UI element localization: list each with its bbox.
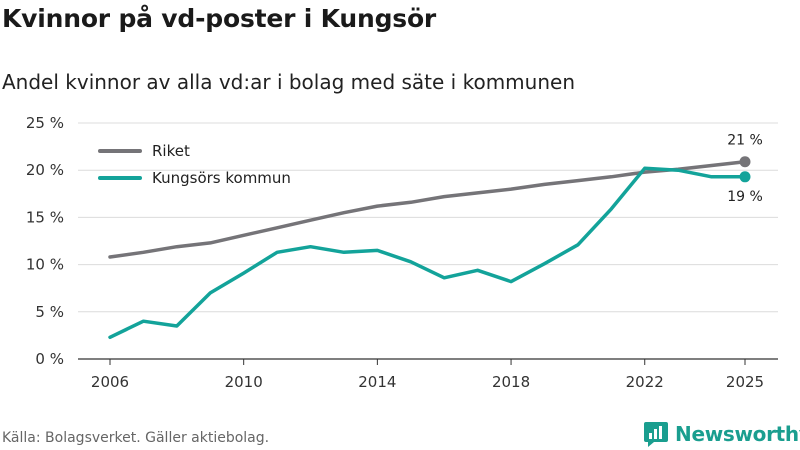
chart-title: Kvinnor på vd-poster i Kungsör xyxy=(2,4,437,33)
end-point-marker xyxy=(739,156,751,168)
series-layer xyxy=(108,156,751,340)
source-note: Källa: Bolagsverket. Gäller aktiebolag. xyxy=(2,430,270,446)
data-labels: 21 % 19 % xyxy=(727,133,763,205)
x-tick-label: 2014 xyxy=(358,373,396,391)
axis-layer: 0 % 5 % 10 % 15 % 20 % 25 % 2006 2010 2014 2018 20… xyxy=(26,114,764,391)
y-tick-label: 25 % xyxy=(26,114,64,132)
logo-text: Newsworthy xyxy=(675,422,800,446)
end-point-marker xyxy=(739,171,751,183)
y-tick-label: 10 % xyxy=(26,256,64,274)
y-tick-label: 0 % xyxy=(35,350,64,368)
grid-layer xyxy=(78,122,778,360)
y-tick-label: 20 % xyxy=(26,161,64,179)
newsworthy-logo-icon xyxy=(644,422,668,447)
x-tick-label: 2018 xyxy=(492,373,530,391)
x-tick-label: 2006 xyxy=(91,373,129,391)
legend: Riket Kungsörs kommun xyxy=(98,142,291,187)
newsworthy-logo[interactable]: Newsworthy xyxy=(643,420,800,448)
y-tick-label: 5 % xyxy=(35,303,64,321)
legend-label: Riket xyxy=(152,142,190,160)
x-tick-label: 2025 xyxy=(726,373,764,391)
legend-label: Kungsörs kommun xyxy=(152,169,291,187)
end-value-label: 19 % xyxy=(727,189,763,205)
end-value-label: 21 % xyxy=(727,133,763,149)
series-line-kungsor xyxy=(108,166,747,340)
y-tick-label: 15 % xyxy=(26,208,64,226)
x-tick-label: 2010 xyxy=(225,373,263,391)
chart-subtitle: Andel kvinnor av alla vd:ar i bolag med … xyxy=(2,70,575,94)
x-tick-label: 2022 xyxy=(626,373,664,391)
